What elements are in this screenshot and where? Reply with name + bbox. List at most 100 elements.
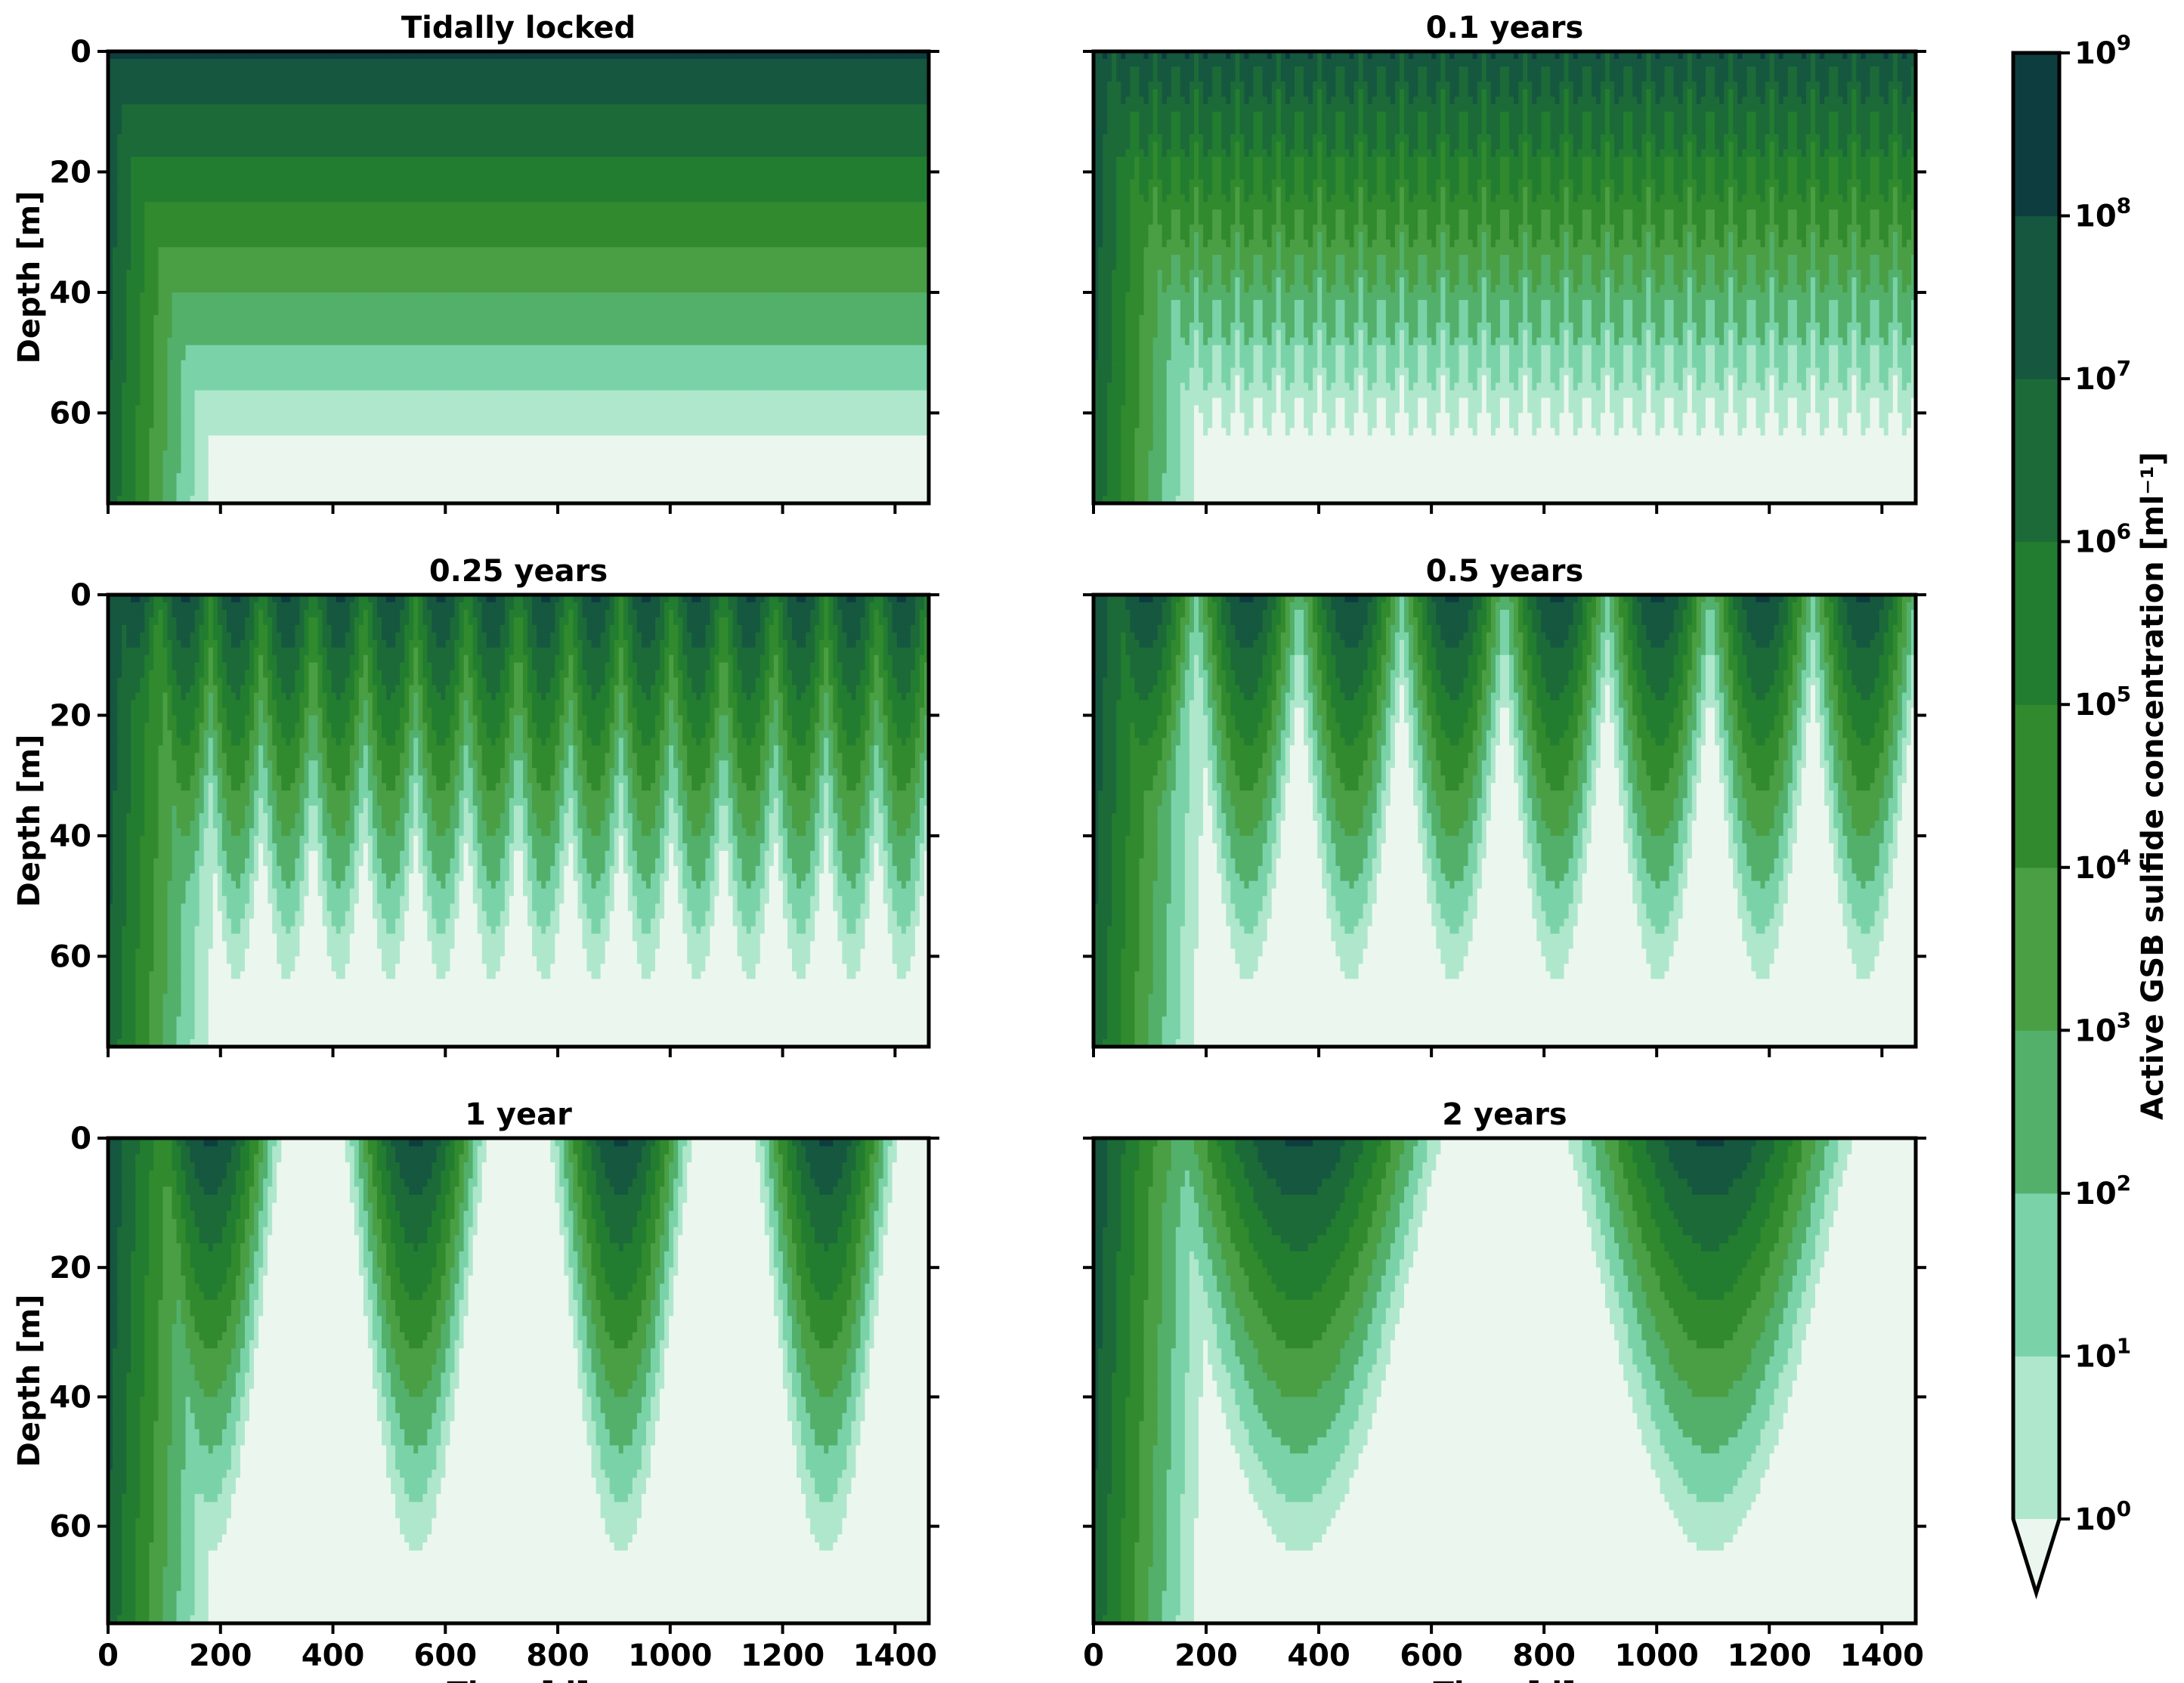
- contour-cell: [705, 59, 710, 67]
- contour-cell: [323, 104, 328, 113]
- contour-cell: [172, 67, 177, 75]
- contour-cell: [140, 104, 145, 113]
- contour-cell: [655, 67, 660, 75]
- contour-cell: [350, 74, 355, 82]
- contour-cell: [464, 74, 469, 82]
- contour-cell: [915, 59, 920, 67]
- contour-cell: [200, 67, 205, 75]
- contour-cell: [400, 89, 405, 97]
- contour-cell: [861, 104, 866, 113]
- contour-cell: [409, 59, 414, 67]
- contour-cell: [167, 104, 172, 113]
- contour-cell: [792, 82, 797, 90]
- contour-cell: [902, 104, 907, 113]
- contour-cell: [915, 67, 920, 75]
- contour-cell: [902, 74, 907, 82]
- contour-cell: [623, 97, 629, 105]
- contour-cell: [227, 89, 232, 97]
- contour-cell: [619, 97, 624, 105]
- contour-cell: [760, 104, 766, 113]
- contour-cell: [883, 89, 889, 97]
- contour-cell: [422, 67, 428, 75]
- contour-cell: [126, 67, 131, 75]
- contour-cell: [751, 82, 756, 90]
- contour-cell: [714, 97, 719, 105]
- contour-cell: [290, 104, 295, 113]
- contour-cell: [478, 97, 483, 105]
- contour-cell: [131, 89, 136, 97]
- contour-cell: [286, 67, 291, 75]
- contour-cell: [701, 67, 706, 75]
- contour-cell: [295, 89, 300, 97]
- contour-cell: [281, 104, 286, 113]
- contour-cell: [596, 97, 602, 105]
- contour-cell: [747, 82, 752, 90]
- contour-cell: [153, 89, 159, 97]
- contour-cell: [386, 89, 391, 97]
- contour-cell: [231, 104, 237, 113]
- contour-cell: [664, 89, 670, 97]
- contour-cell: [450, 67, 456, 75]
- contour-cell: [441, 67, 446, 75]
- contour-cell: [633, 82, 638, 90]
- contour-cell: [660, 67, 665, 75]
- contour-cell: [651, 74, 656, 82]
- contour-cell: [673, 67, 679, 75]
- contour-cell: [888, 89, 893, 97]
- contour-cell: [902, 89, 907, 97]
- contour-cell: [290, 74, 295, 82]
- contour-cell: [861, 82, 866, 90]
- contour-cell: [851, 104, 856, 113]
- contour-cell: [359, 97, 364, 105]
- contour-cell: [277, 59, 282, 67]
- contour-cell: [386, 59, 391, 67]
- contour-cell: [167, 82, 172, 90]
- contour-cell: [354, 59, 360, 67]
- contour-cell: [783, 89, 788, 97]
- contour-cell: [797, 74, 802, 82]
- contour-cell: [167, 59, 172, 67]
- contour-cell: [605, 97, 611, 105]
- contour-cell: [254, 74, 259, 82]
- contour-cell: [149, 82, 154, 90]
- contour-cell: [637, 67, 642, 75]
- contour-cell: [113, 67, 118, 75]
- contour-cell: [190, 82, 196, 90]
- contour-cell: [336, 74, 342, 82]
- contour-cell: [765, 82, 770, 90]
- contour-cell: [209, 112, 214, 120]
- contour-cell: [363, 104, 369, 113]
- contour-cell: [846, 97, 852, 105]
- contour-cell: [509, 67, 515, 75]
- contour-cell: [491, 82, 497, 90]
- contour-cell: [637, 97, 642, 105]
- contour-cell: [769, 59, 775, 67]
- contour-cell: [564, 89, 569, 97]
- contour-cell: [204, 67, 209, 75]
- contour-cell: [231, 97, 237, 105]
- contour-cell: [181, 97, 187, 105]
- contour-cell: [153, 97, 159, 105]
- contour-cell: [382, 82, 387, 90]
- contour-cell: [664, 74, 670, 82]
- contour-cell: [213, 82, 218, 90]
- contour-cell: [117, 82, 122, 90]
- contour-cell: [409, 82, 414, 90]
- contour-cell: [906, 97, 911, 105]
- contour-cell: [642, 82, 647, 90]
- contour-cell: [162, 112, 168, 120]
- contour-cell: [240, 104, 246, 113]
- contour-cell: [815, 67, 820, 75]
- contour-cell: [783, 104, 788, 113]
- contour-cell: [724, 59, 729, 67]
- contour-cell: [883, 82, 889, 90]
- contour-cell: [400, 104, 405, 113]
- contour-cell: [268, 67, 273, 75]
- contour-cell: [532, 74, 537, 82]
- contour-cell: [231, 74, 237, 82]
- contour-cell: [249, 112, 255, 120]
- contour-cell: [222, 67, 227, 75]
- contour-cell: [222, 104, 227, 113]
- contour-cell: [765, 74, 770, 82]
- contour-cell: [778, 74, 784, 82]
